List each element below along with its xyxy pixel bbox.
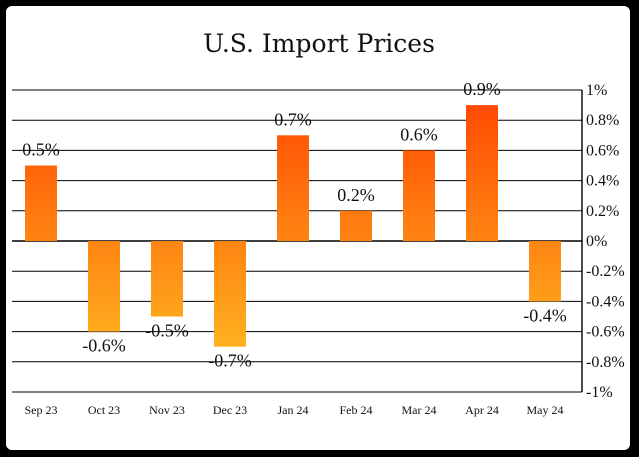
data-label: -0.5% [145,321,189,341]
y-tick-label: 0.6% [586,142,619,159]
y-tick-label: -0.4% [586,293,625,310]
data-label: -0.6% [82,336,126,356]
data-label: 0.9% [463,79,501,99]
y-tick-label: 0% [586,233,607,250]
data-label: -0.7% [208,351,252,371]
x-tick-label: May 24 [527,403,564,417]
bar [403,150,435,241]
bar [214,241,246,347]
x-tick-label: Dec 23 [213,403,247,417]
x-tick-label: Nov 23 [149,403,185,417]
bars [25,105,561,347]
bar [151,241,183,317]
y-tick-label: 1% [586,82,607,99]
y-tick-label: -0.6% [586,324,625,341]
x-tick-label: Feb 24 [340,403,373,417]
data-label: -0.4% [523,305,567,325]
data-label: 0.5% [22,140,60,160]
bar [25,165,57,241]
x-axis-ticks: Sep 23 Oct 23 Nov 23 Dec 23 Jan 24 Feb 24 Mar … [25,403,564,417]
y-axis: 1% 0.8% 0.6% 0.4% 0.2% 0% -0.2% -0.4% -0.6% -0.8%… [581,82,625,401]
data-labels: 0.5% -0.6% -0.5% -0.7% 0.7% 0.2% 0.6% 0.9% -0.4% [22,79,567,371]
bar [529,241,561,302]
y-tick-label: -0.2% [586,263,625,280]
y-tick-label: -0.8% [586,354,625,371]
chart-title: U.S. Import Prices [203,29,435,58]
x-tick-label: Sep 23 [25,403,58,417]
data-label: 0.2% [337,185,375,205]
bar [466,105,498,241]
data-label: 0.6% [400,124,438,144]
bar [340,210,372,241]
data-label: 0.7% [274,109,312,129]
x-tick-label: Jan 24 [278,403,309,417]
y-tick-label: -1% [586,384,613,401]
x-tick-label: Apr 24 [465,403,499,417]
x-tick-label: Mar 24 [402,403,437,417]
x-tick-label: Oct 23 [88,403,120,417]
bar [277,135,309,241]
y-tick-label: 0.8% [586,112,619,129]
bar [88,241,120,332]
y-tick-label: 0.2% [586,203,619,220]
y-tick-label: 0.4% [586,173,619,190]
chart-panel [6,6,630,450]
